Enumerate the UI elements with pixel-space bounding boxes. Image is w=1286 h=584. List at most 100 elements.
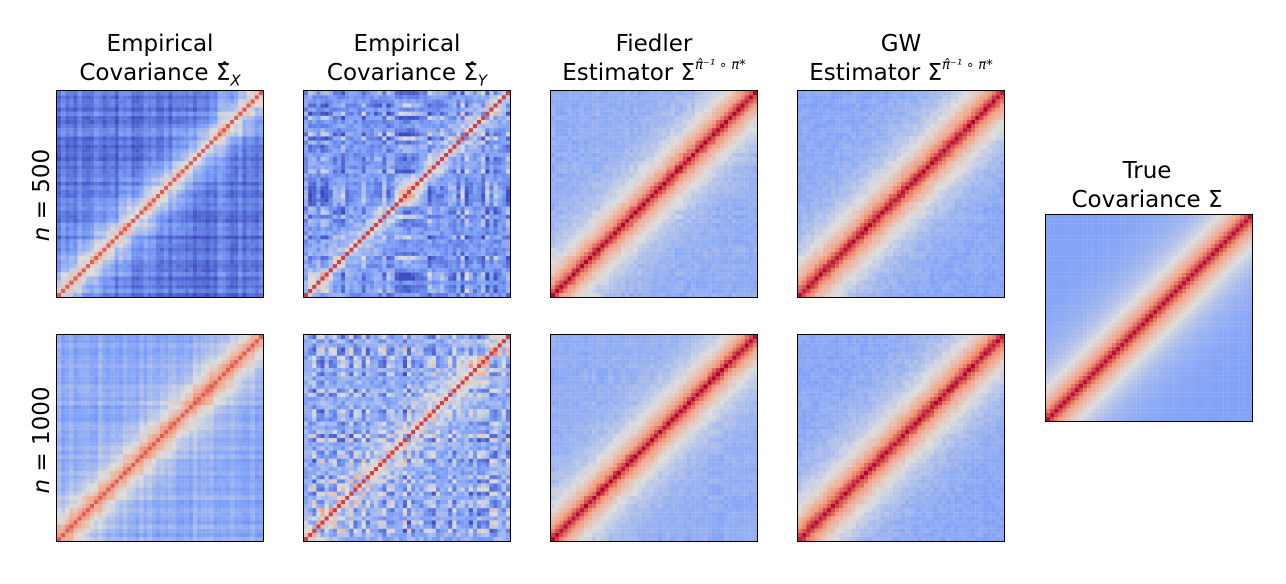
heatmap-cell <box>69 148 74 153</box>
heatmap-cell <box>102 99 107 104</box>
heatmap-cell <box>225 185 231 190</box>
heatmap-cell <box>118 272 124 277</box>
heatmap-cell <box>411 156 416 162</box>
heatmap-cell <box>139 202 144 207</box>
heatmap-cell <box>106 214 111 219</box>
heatmap-cell <box>435 210 441 215</box>
heatmap-cell <box>460 123 465 129</box>
heatmap-cell <box>464 181 469 186</box>
heatmap-cell <box>127 185 132 190</box>
heatmap-cell <box>85 128 91 133</box>
heatmap-cell <box>452 206 457 211</box>
heatmap-cell <box>485 181 490 186</box>
heatmap-cell <box>238 95 243 100</box>
heatmap-cell <box>81 161 86 166</box>
heatmap-cell <box>398 222 403 228</box>
heatmap-cell <box>139 243 144 248</box>
heatmap-cell <box>65 91 70 96</box>
heatmap-cell <box>180 140 185 145</box>
heatmap-cell <box>221 161 227 166</box>
heatmap-cell <box>435 198 441 203</box>
heatmap-cell <box>164 194 169 199</box>
heatmap-cell <box>102 194 107 199</box>
heatmap-cell <box>89 123 95 129</box>
heatmap-cell <box>390 148 395 153</box>
heatmap-cell <box>160 251 165 256</box>
heatmap-cell <box>217 194 222 199</box>
heatmap-cell <box>349 119 354 125</box>
heatmap-cell <box>127 189 132 195</box>
heatmap-cell <box>324 272 329 277</box>
heatmap-cell <box>415 268 420 273</box>
heatmap-cell <box>102 123 107 129</box>
heatmap-cell <box>361 292 366 297</box>
heatmap-cell <box>468 128 474 133</box>
heatmap-cell <box>369 292 375 297</box>
heatmap-cell <box>176 247 181 252</box>
heatmap-cell <box>324 152 329 158</box>
heatmap-cell <box>472 259 478 265</box>
heatmap-cell <box>81 115 86 120</box>
heatmap-cell <box>176 243 181 248</box>
heatmap-cell <box>439 235 445 240</box>
heatmap-cell <box>378 177 383 182</box>
heatmap-cell <box>114 206 119 211</box>
heatmap-cell <box>122 264 128 269</box>
heatmap-cell <box>230 148 235 153</box>
heatmap-cell <box>353 243 358 248</box>
heatmap-cell <box>341 268 346 273</box>
heatmap-cell <box>448 185 453 190</box>
heatmap-cell <box>213 181 218 186</box>
heatmap-cell <box>472 169 478 174</box>
heatmap-cell <box>131 214 136 219</box>
heatmap-cell <box>127 239 132 244</box>
heatmap-cell <box>168 169 173 174</box>
heatmap-cell <box>312 156 317 162</box>
heatmap-cell <box>94 251 99 256</box>
heatmap-cell <box>254 292 259 297</box>
heatmap-cell <box>114 264 119 269</box>
heatmap-cell <box>485 111 490 116</box>
heatmap-cell <box>246 185 251 190</box>
heatmap-cell <box>102 288 107 293</box>
heatmap-cell <box>221 185 227 190</box>
heatmap-cell <box>493 235 498 240</box>
heatmap-cell <box>328 198 333 203</box>
heatmap-cell <box>398 231 403 236</box>
heatmap-cell <box>230 181 235 186</box>
heatmap-cell <box>85 107 91 112</box>
col-title-gw: GW Estimator Σπ̂⁻¹ ∘ π* <box>781 30 1021 88</box>
heatmap-cell <box>477 144 482 149</box>
heatmap-cell <box>341 181 346 186</box>
heatmap-cell <box>205 251 210 256</box>
heatmap-cell <box>217 255 222 261</box>
heatmap-cell <box>336 235 342 240</box>
heatmap-cell <box>485 226 490 232</box>
heatmap-cell <box>308 111 313 116</box>
heatmap-cell <box>85 235 91 240</box>
heatmap-cell <box>402 111 408 116</box>
heatmap-cell <box>345 107 350 112</box>
heatmap-cell <box>127 284 132 289</box>
heatmap-cell <box>423 198 428 203</box>
heatmap-cell <box>316 119 321 125</box>
heatmap-cell <box>118 132 124 137</box>
heatmap-cell <box>246 259 251 265</box>
heatmap-cell <box>431 226 436 232</box>
heatmap-cell <box>501 206 506 211</box>
heatmap-cell <box>230 132 235 137</box>
heatmap-cell <box>481 292 486 297</box>
heatmap-cell <box>81 165 86 170</box>
heatmap-cell <box>341 264 346 269</box>
heatmap-cell <box>98 194 103 199</box>
heatmap-cell <box>501 288 506 293</box>
heatmap-cell <box>160 165 165 170</box>
heatmap-cell <box>209 161 214 166</box>
heatmap-cell <box>357 202 362 207</box>
heatmap-cell <box>57 148 62 153</box>
heatmap-cell <box>238 148 243 153</box>
heatmap-cell <box>345 185 350 190</box>
heatmap-cell <box>217 276 222 281</box>
heatmap-cell <box>147 177 152 182</box>
heatmap-cell <box>398 202 403 207</box>
